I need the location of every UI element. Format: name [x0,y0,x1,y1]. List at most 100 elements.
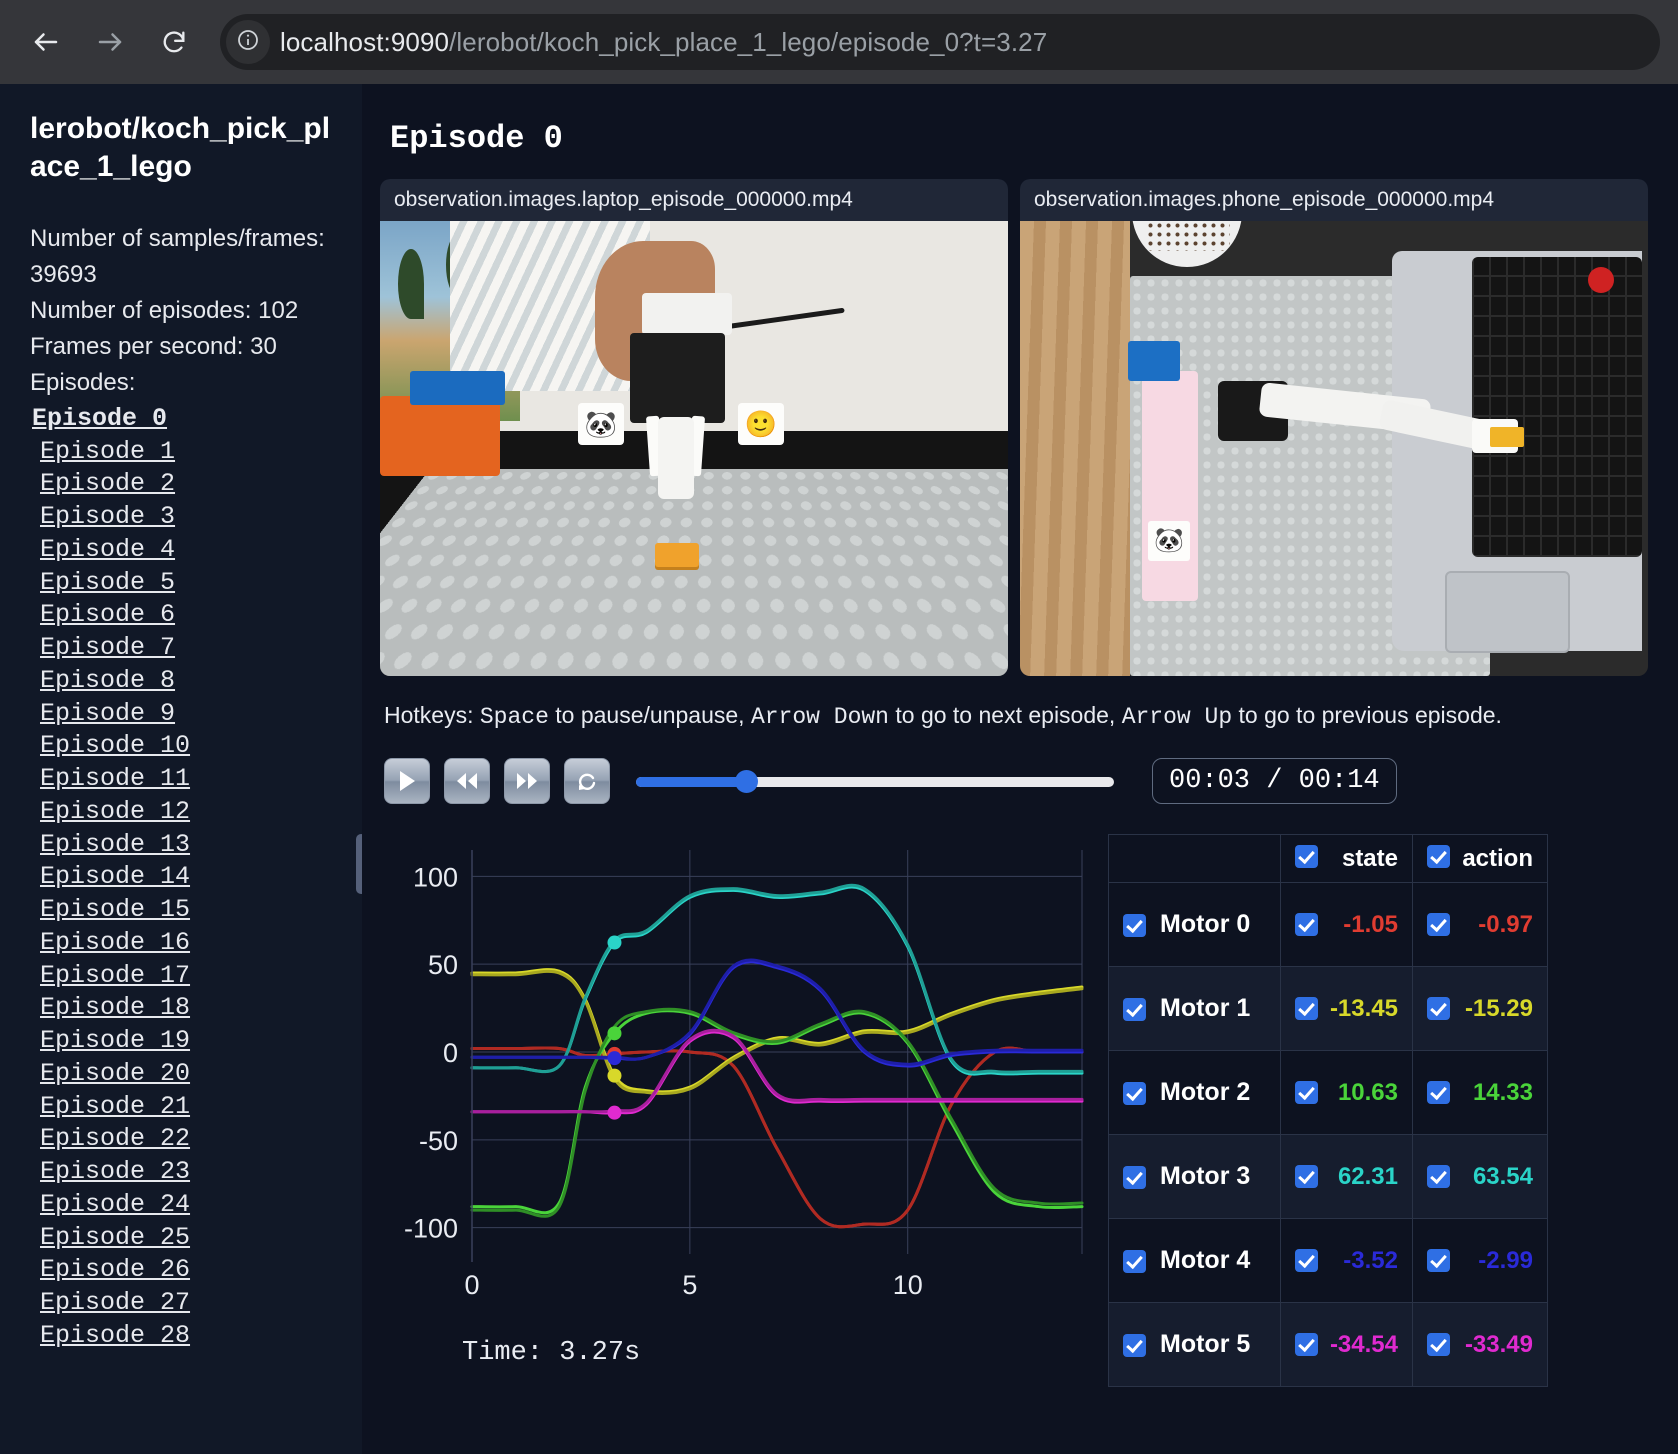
motor-state-checkbox-3[interactable] [1294,1164,1318,1188]
motor-action-checkbox-0[interactable] [1427,912,1450,936]
address-bar[interactable]: localhost:9090/lerobot/koch_pick_place_1… [220,14,1660,70]
motor-action-value: -0.97 [1478,910,1533,938]
sidebar-scrollbar[interactable] [356,834,362,894]
table-row: Motor 4 -3.52 -2.99 [1108,1218,1548,1303]
motor-row-checkbox-0[interactable] [1123,913,1146,937]
seek-slider[interactable] [636,770,1114,793]
motor-name-cell-4: Motor 4 [1108,1218,1281,1303]
sidebar-item-episode-0[interactable]: Episode 0 [32,403,168,433]
sidebar-item-episode-24[interactable]: Episode 24 [40,1189,191,1219]
motor-row-checkbox-3[interactable] [1123,1165,1146,1189]
sidebar-item-episode-19[interactable]: Episode 19 [40,1026,191,1056]
sidebar-item-episode-1[interactable]: Episode 1 [40,436,176,466]
state-column-checkbox[interactable] [1294,844,1318,868]
sidebar-item-episode-5[interactable]: Episode 5 [40,567,176,597]
motor-name-label: Motor 1 [1160,994,1251,1022]
hotkeys-t1: to pause/unpause, [548,702,751,728]
sidebar-item-episode-12[interactable]: Episode 12 [40,796,191,826]
sidebar-item-episode-21[interactable]: Episode 21 [40,1091,191,1121]
x-tick-label: 10 [893,1270,923,1300]
motor-action-checkbox-5[interactable] [1427,1332,1450,1356]
back-arrow-icon [31,27,61,57]
motor-state-checkbox-1[interactable] [1294,996,1318,1020]
phone-scene-red-dot [1588,267,1614,293]
timeseries-chart[interactable]: -100 -50 0 50 100 0 5 10 Time: 3.27s [380,834,1092,1387]
fast-forward-button[interactable] [504,758,550,804]
motor-name-label: Motor 3 [1160,1162,1251,1190]
loop-button[interactable] [564,758,610,804]
sidebar-item-episode-13[interactable]: Episode 13 [40,829,191,859]
sidebar-item-episode-3[interactable]: Episode 3 [40,502,176,532]
phone-scene-pink-box [1142,371,1198,601]
motor-state-checkbox-0[interactable] [1294,912,1318,936]
sidebar-item-episode-23[interactable]: Episode 23 [40,1157,191,1187]
motors-table-body: Motor 0 -1.05 -0.97 Motor 1 -13.45 -15.29 Moto… [1108,882,1548,1387]
phone-scene-wood-floor [1020,221,1130,676]
motor-action-checkbox-3[interactable] [1427,1164,1450,1188]
sidebar-item-episode-8[interactable]: Episode 8 [40,665,176,695]
play-button[interactable] [384,758,430,804]
motor-action-value: -2.99 [1478,1246,1533,1274]
sidebar-item-episode-17[interactable]: Episode 17 [40,960,191,990]
y-tick-label: -50 [419,1126,458,1156]
table-row: Motor 3 62.31 63.54 [1108,1134,1548,1219]
motor-state-checkbox-2[interactable] [1294,1080,1318,1104]
motor-name-label: Motor 5 [1160,1330,1251,1358]
sidebar-item-episode-28[interactable]: Episode 28 [40,1320,191,1350]
motor-action-checkbox-2[interactable] [1427,1080,1450,1104]
chart-line [470,1028,1084,1114]
url-text: localhost:9090/lerobot/koch_pick_place_1… [280,27,1047,58]
motor-row-checkbox-1[interactable] [1123,997,1146,1021]
rewind-button[interactable] [444,758,490,804]
motor-row-checkbox-5[interactable] [1123,1333,1146,1357]
action-column-checkbox[interactable] [1427,844,1450,868]
motor-action-checkbox-1[interactable] [1427,996,1450,1020]
page-body: lerobot/koch_pick_place_1_lego Number of… [0,84,1678,1454]
seek-slider-track [636,777,1114,787]
reload-button[interactable] [146,14,202,70]
motor-row-checkbox-2[interactable] [1123,1081,1146,1105]
num-samples-label: Number of samples/frames: 39693 [30,224,325,288]
sidebar-item-episode-7[interactable]: Episode 7 [40,633,176,663]
motor-state-value: -34.54 [1329,1330,1398,1358]
motor-row-checkbox-4[interactable] [1123,1249,1146,1273]
sidebar-item-episode-11[interactable]: Episode 11 [40,764,191,794]
sidebar-item-episode-10[interactable]: Episode 10 [40,731,191,761]
hotkeys-text: Hotkeys: Space to pause/unpause, Arrow D… [384,702,1648,730]
sidebar-item-episode-15[interactable]: Episode 15 [40,895,191,925]
video-label-phone: observation.images.phone_episode_000000.… [1020,179,1648,221]
chart-cursor-marker [607,1026,622,1041]
sidebar-item-episode-18[interactable]: Episode 18 [40,993,191,1023]
motor-state-checkbox-5[interactable] [1294,1332,1318,1356]
table-row: Motor 2 10.63 14.33 [1108,1050,1548,1135]
site-info-button[interactable] [226,20,270,64]
laptop-scene-controller [410,371,505,405]
sidebar-item-episode-22[interactable]: Episode 22 [40,1124,191,1154]
sidebar-item-episode-16[interactable]: Episode 16 [40,927,191,957]
rewind-icon [455,771,479,791]
sidebar-item-episode-6[interactable]: Episode 6 [40,600,176,630]
sidebar-item-episode-25[interactable]: Episode 25 [40,1222,191,1252]
motor-state-value: -3.52 [1343,1246,1398,1274]
video-player-laptop[interactable]: 🐼 🙂 [380,221,1008,676]
sidebar-item-episode-26[interactable]: Episode 26 [40,1255,191,1285]
motor-name-cell-1: Motor 1 [1108,966,1281,1051]
sidebar-item-episode-9[interactable]: Episode 9 [40,698,176,728]
laptop-scene-robot-body [630,333,725,423]
motor-state-value: -13.45 [1329,994,1398,1022]
sidebar-item-episode-20[interactable]: Episode 20 [40,1058,191,1088]
bottom-panel: -100 -50 0 50 100 0 5 10 Time: 3.27s state acti… [380,834,1648,1387]
x-tick-label: 0 [464,1270,479,1300]
motor-name-cell-2: Motor 2 [1108,1050,1281,1135]
seek-slider-thumb[interactable] [734,770,758,793]
motor-state-checkbox-4[interactable] [1294,1248,1318,1272]
video-player-phone[interactable]: 🐼 [1020,221,1648,676]
motor-action-checkbox-4[interactable] [1427,1248,1450,1272]
sidebar-item-episode-4[interactable]: Episode 4 [40,534,176,564]
forward-button[interactable] [82,14,138,70]
motor-name-label: Motor 4 [1160,1246,1251,1274]
back-button[interactable] [18,14,74,70]
sidebar-item-episode-27[interactable]: Episode 27 [40,1288,191,1318]
sidebar-item-episode-14[interactable]: Episode 14 [40,862,191,892]
sidebar-item-episode-2[interactable]: Episode 2 [40,469,176,499]
